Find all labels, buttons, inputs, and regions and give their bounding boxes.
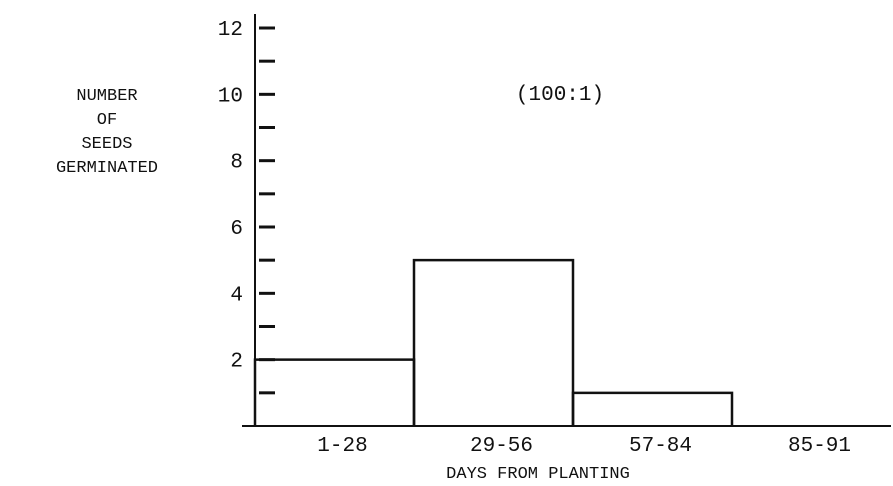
bar-29-56 <box>412 258 575 426</box>
y-tick-label: 2 <box>230 351 243 374</box>
bar-57-84 <box>571 391 734 426</box>
ratio-annotation: (100:1) <box>516 84 604 107</box>
y-axis-ticks: 2 4 6 8 10 12 <box>218 19 275 395</box>
y-tick-label: 4 <box>230 284 243 307</box>
y-axis-label-line: SEEDS <box>81 135 132 154</box>
y-tick-label: 10 <box>218 85 243 108</box>
y-axis-label: NUMBER OF SEEDS GERMINATED <box>56 87 158 178</box>
x-axis-ticks: 1-28 29-56 57-84 85-91 <box>317 435 851 458</box>
x-tick-label: 85-91 <box>788 435 851 458</box>
x-tick-label: 29-56 <box>470 435 533 458</box>
y-axis-label-line: OF <box>97 111 117 130</box>
y-axis-label-line: GERMINATED <box>56 159 158 178</box>
y-tick-label: 8 <box>230 152 243 175</box>
bars <box>253 258 734 426</box>
y-tick-label: 12 <box>218 19 243 42</box>
x-tick-label: 1-28 <box>317 435 367 458</box>
bar-1-28 <box>253 358 416 426</box>
x-tick-label: 57-84 <box>629 435 692 458</box>
x-axis-label: DAYS FROM PLANTING <box>446 465 630 484</box>
y-axis-label-line: NUMBER <box>76 87 137 106</box>
y-tick-label: 6 <box>230 218 243 241</box>
